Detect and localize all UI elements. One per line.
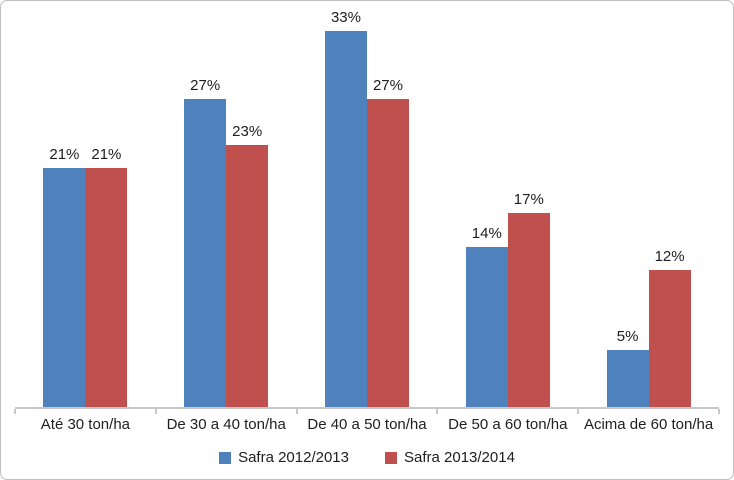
bar-series-1-cat-0: 21%: [85, 147, 128, 407]
bar-group-4: 5% 12%: [578, 8, 719, 407]
bar-series-1-cat-3: 17%: [507, 192, 550, 407]
axis-tick: [295, 409, 298, 414]
bar-group-2: 33% 27%: [297, 8, 438, 407]
legend: Safra 2012/2013 Safra 2013/2014: [1, 449, 733, 466]
bar-value-label: 5%: [616, 328, 639, 345]
bar-series-0-cat-0: 21%: [43, 147, 86, 407]
bar-value-label: 23%: [232, 122, 263, 140]
bar-series-1-cat-4: 12%: [648, 249, 691, 407]
bar-value-label: 33%: [330, 8, 361, 26]
category-label-0: Até 30 ton/ha: [40, 416, 131, 433]
x-axis-line: [14, 407, 720, 414]
bar-value-label: 12%: [654, 248, 685, 266]
bar-value-label: 17%: [513, 191, 544, 209]
category-label-3: De 50 a 60 ton/ha: [448, 416, 568, 433]
bar-value-label: 21%: [49, 145, 80, 163]
axis-tick: [14, 409, 16, 414]
bar-value-label: 27%: [372, 77, 403, 95]
legend-item-0: Safra 2012/2013: [219, 449, 349, 466]
bar-value-label: 14%: [471, 225, 502, 243]
bar-series-0-cat-4: 5%: [606, 329, 649, 407]
axis-tick: [718, 409, 720, 414]
bar-series-0-cat-3: 14%: [465, 226, 508, 407]
bar-series-1-cat-2: 27%: [366, 78, 409, 407]
category-labels: Até 30 ton/ha De 30 a 40 ton/ha De 40 a 50…: [15, 416, 719, 434]
bar-group-1: 27% 23%: [156, 8, 297, 407]
bar-group-3: 14% 17%: [437, 8, 578, 407]
bar-series-0-cat-2: 33%: [324, 10, 367, 407]
legend-label: Safra 2013/2014: [404, 449, 515, 466]
axis-tick: [577, 409, 580, 414]
legend-item-1: Safra 2013/2014: [385, 449, 515, 466]
bar-series-1-cat-1: 23%: [226, 124, 269, 407]
bar-value-label: 21%: [91, 145, 122, 163]
legend-label: Safra 2012/2013: [238, 449, 349, 466]
category-label-4: Acima de 60 ton/ha: [583, 416, 714, 433]
category-label-1: De 30 a 40 ton/ha: [166, 416, 286, 433]
bar-group-0: 21% 21%: [15, 8, 156, 407]
plot-area: 21% 21% 27% 23% 33% 27% 14% 17% 5% 12%: [15, 8, 719, 407]
bar-value-label: 27%: [190, 77, 221, 95]
bar-series-0-cat-1: 27%: [184, 78, 227, 407]
legend-swatch-icon: [385, 451, 397, 464]
legend-swatch-icon: [219, 451, 232, 464]
axis-tick: [436, 409, 439, 414]
axis-tick: [154, 409, 157, 414]
category-label-2: De 40 a 50 ton/ha: [307, 416, 427, 433]
